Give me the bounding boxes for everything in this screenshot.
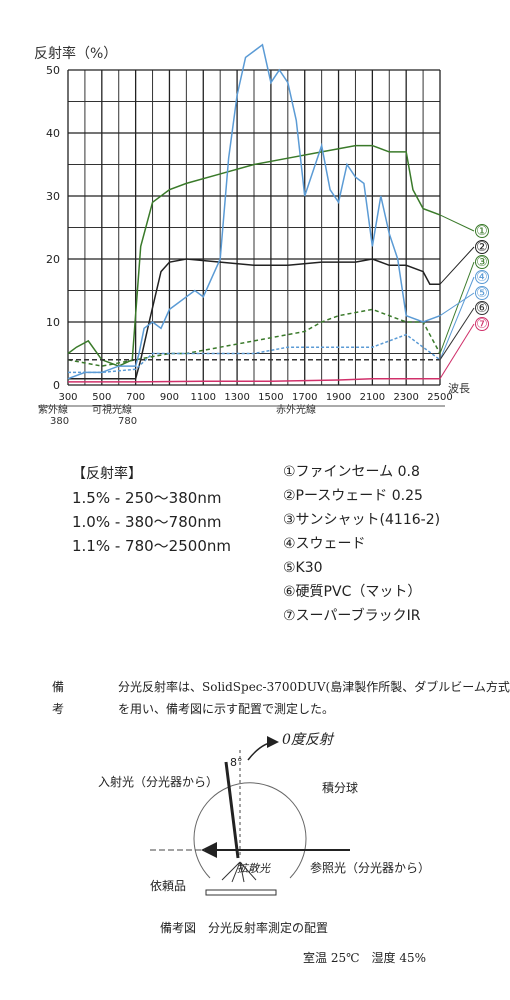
series-badge <box>475 224 489 238</box>
x-axis-label: 波長 <box>448 382 470 395</box>
y-tick-label: 20 <box>46 253 60 266</box>
x-tick-label: 700 <box>126 392 145 403</box>
series-line <box>68 377 440 383</box>
legend-item: ④スウェード <box>283 536 366 552</box>
legend-item: ⑤K30 <box>283 560 323 576</box>
series-badge-label: ⑦ <box>476 317 488 332</box>
reflectance-list: 【反射率】 1.5% - 250～380nm 1.0% - 380～780nm … <box>72 462 231 558</box>
series-leader <box>439 214 475 232</box>
series-badge <box>475 270 489 284</box>
y-tick-label: 40 <box>46 127 60 140</box>
diffuse-label: 拡散光 <box>237 862 271 875</box>
reflectance-title: 【反射率】 <box>72 466 142 482</box>
angle-label: 8° <box>230 756 243 769</box>
series-leader <box>439 246 475 285</box>
reflectance-row: 1.5% - 250～380nm <box>72 489 222 507</box>
x-tick-label: 2100 <box>360 392 385 403</box>
series-badge <box>475 240 489 254</box>
series-line <box>67 144 441 367</box>
series-leader <box>439 323 475 379</box>
chart-grid <box>67 69 441 386</box>
chart-series <box>67 43 441 383</box>
incident-beam <box>224 761 240 859</box>
series-badge-label: ⑤ <box>476 286 488 301</box>
chart-axes: 300 500 700 900 1100 1300 1500 1700 1900 2100 2300… <box>46 64 453 403</box>
series-line <box>68 333 441 374</box>
legend-item: ③サンシャット(4116-2) <box>283 512 441 528</box>
series-badge <box>475 255 489 269</box>
series-badge-label: ③ <box>476 255 488 270</box>
x-tick-label: 1900 <box>326 392 351 403</box>
x-tick-label: 1500 <box>258 392 283 403</box>
material-legend: ①ファインセーム 0.8 ②Pースウェード 0.25 ③サンシャット(4116-… <box>283 460 440 628</box>
series-badge <box>475 301 489 315</box>
x-tick-label: 2500 <box>427 392 452 403</box>
integrating-sphere <box>193 782 307 879</box>
reflectance-row: 1.1% - 780～2500nm <box>72 537 231 555</box>
series-badge-label: ④ <box>476 270 488 285</box>
diffuse-rays <box>221 861 257 883</box>
series-badge <box>475 317 489 331</box>
x-tick-label: 1700 <box>292 392 317 403</box>
remarks-label: 備考 <box>52 680 75 716</box>
y-tick-label: 10 <box>46 316 60 329</box>
x-tick-label: 500 <box>92 392 111 403</box>
series-badge-label: ⑥ <box>476 301 488 316</box>
measurement-diagram: 8° 0度反射 入射光（分光器から） 積分球 参照光（分光器から） 拡散光 依頼… <box>98 732 430 965</box>
conditions: 室温 25℃ 湿度 45% <box>303 950 426 965</box>
specular-arrow <box>247 736 279 761</box>
series-leader <box>439 292 475 317</box>
series-badge <box>475 286 489 300</box>
series-badge-label: ② <box>476 240 488 255</box>
x-tick-label: 2300 <box>393 392 418 403</box>
sphere-label: 積分球 <box>322 780 358 795</box>
incident-label: 入射光（分光器から） <box>98 774 218 789</box>
region-boundary-780: 780 <box>118 416 137 427</box>
series-line <box>67 43 441 380</box>
legend-item: ⑥硬質PVC（マット） <box>283 584 422 600</box>
x-tick-label: 1100 <box>191 392 216 403</box>
reference-label: 参照光（分光器から） <box>310 860 430 875</box>
series-line <box>67 308 441 367</box>
y-axis-label: 反射率（%） <box>34 45 117 62</box>
diagram-caption: 備考図 分光反射率測定の配置 <box>160 920 328 935</box>
remarks-text: 分光反射率は、SolidSpec-3700DUV(島津製作所製、ダブルビーム方式… <box>118 680 510 716</box>
reflectance-chart: 反射率（%） 300 500 700 900 1100 1300 1500 1700 1900 2… <box>34 43 489 427</box>
series-leader <box>439 261 475 354</box>
handwritten-note: 0度反射 <box>282 732 335 748</box>
sample-label: 依頼品 <box>150 878 186 893</box>
x-tick-label: 300 <box>58 392 77 403</box>
region-label-ir: 赤外光線 <box>276 403 316 416</box>
series-leader <box>439 276 475 360</box>
region-boundary-380: 380 <box>50 416 69 427</box>
legend-item: ⑦スーパーブラックIR <box>283 608 421 624</box>
region-label-uv: 紫外線 <box>38 403 68 416</box>
y-tick-label: 0 <box>53 379 60 392</box>
sample-plate <box>205 889 277 896</box>
y-tick-label: 30 <box>46 190 60 203</box>
x-tick-label: 900 <box>160 392 179 403</box>
series-line <box>68 258 440 380</box>
region-label-visible: 可視光線 <box>92 403 132 416</box>
series-badge-label: ① <box>476 224 488 239</box>
legend-item: ①ファインセーム 0.8 <box>283 464 420 480</box>
x-tick-label: 1300 <box>224 392 249 403</box>
y-tick-label: 50 <box>46 64 60 77</box>
series-leader <box>439 307 475 361</box>
legend-item: ②Pースウェード 0.25 <box>283 488 423 504</box>
reflectance-row: 1.0% - 380～780nm <box>72 513 222 531</box>
